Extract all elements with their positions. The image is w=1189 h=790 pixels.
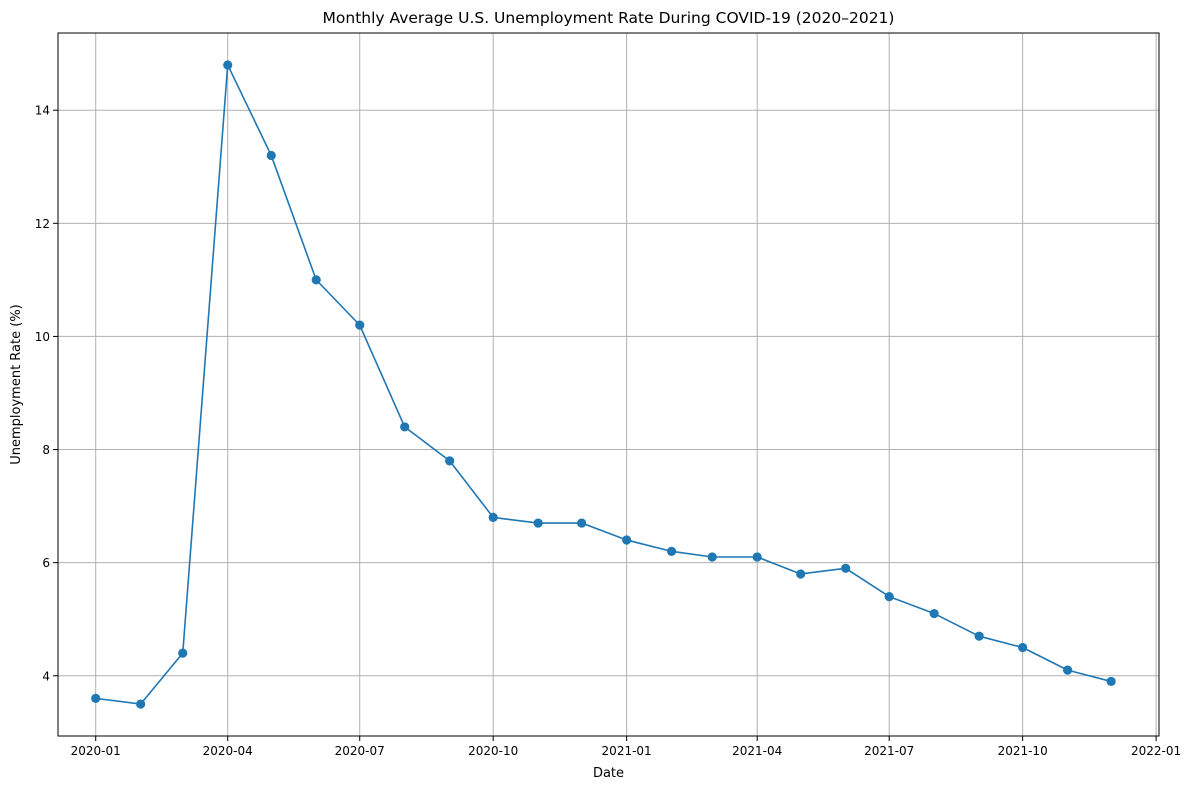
data-point xyxy=(974,631,984,641)
data-point xyxy=(488,512,498,523)
chart-title: Monthly Average U.S. Unemployment Rate D… xyxy=(323,9,895,27)
x-axis-title: Date xyxy=(593,766,624,781)
data-point xyxy=(622,535,632,545)
data-point xyxy=(266,150,276,161)
x-tick-label: 2021-04 xyxy=(732,744,782,758)
data-point xyxy=(400,422,410,432)
y-tick-label: 10 xyxy=(35,330,50,344)
y-tick-label: 8 xyxy=(42,443,50,457)
data-point xyxy=(707,552,717,562)
data-point xyxy=(752,552,762,562)
y-tick-label: 12 xyxy=(35,217,50,231)
plot-frame xyxy=(57,32,1160,737)
series-line xyxy=(95,64,1112,705)
data-point xyxy=(223,60,233,70)
data-point xyxy=(577,518,587,528)
y-tick-label: 4 xyxy=(42,669,50,683)
x-tick-label: 2021-01 xyxy=(602,744,652,758)
data-point xyxy=(796,569,806,579)
data-point xyxy=(355,320,365,330)
x-tick-label: 2020-10 xyxy=(468,744,518,758)
data-point xyxy=(929,608,939,619)
x-tick-label: 2020-04 xyxy=(203,744,253,758)
data-point xyxy=(841,563,851,573)
data-point xyxy=(667,546,677,556)
data-point xyxy=(311,275,321,285)
grid xyxy=(58,33,1159,736)
data-point xyxy=(1106,676,1116,687)
data-point xyxy=(445,456,455,466)
x-tick-label: 2022-01 xyxy=(1131,744,1181,758)
y-axis-title: Unemployment Rate (%) xyxy=(9,304,24,465)
x-tick-label: 2021-07 xyxy=(864,744,914,758)
data-point xyxy=(1063,665,1073,675)
data-point xyxy=(91,693,101,703)
data-point xyxy=(178,648,188,658)
x-tick-label: 2020-07 xyxy=(335,744,385,758)
y-tick-label: 14 xyxy=(35,104,50,118)
y-tick-label: 6 xyxy=(42,556,50,570)
data-point xyxy=(884,591,894,602)
x-tick-label: 2021-10 xyxy=(998,744,1048,758)
axis-ticks: 2020-01 2020-04 2020-07 2020-10 2021-01 2021-… xyxy=(35,104,1181,758)
data-point xyxy=(136,699,146,709)
x-tick-label: 2020-01 xyxy=(71,744,121,758)
data-point xyxy=(533,518,543,528)
data-point xyxy=(1018,642,1028,653)
series-layer xyxy=(91,60,1116,709)
